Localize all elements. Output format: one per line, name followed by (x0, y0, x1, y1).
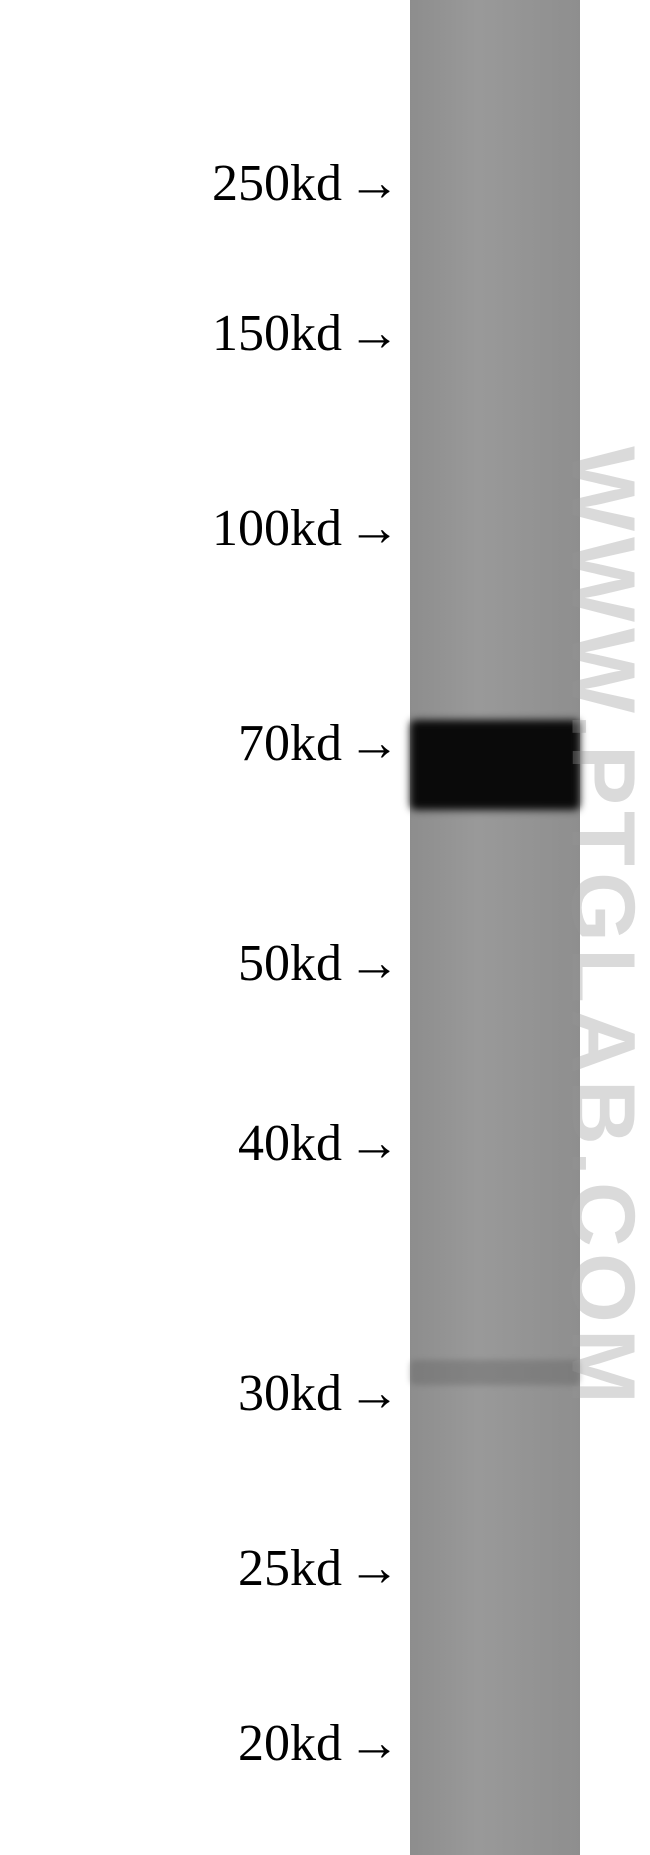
protein-band-faint (410, 1360, 580, 1385)
mw-marker: 50kd→ (238, 934, 400, 993)
arrow-right-icon: → (348, 1118, 400, 1170)
mw-marker: 250kd→ (212, 154, 400, 213)
mw-marker: 100kd→ (212, 499, 400, 558)
mw-marker: 25kd→ (238, 1539, 400, 1598)
blot-lane (410, 0, 580, 1855)
mw-marker-label: 25kd (238, 1539, 342, 1598)
mw-marker: 40kd→ (238, 1114, 400, 1173)
mw-marker-label: 70kd (238, 714, 342, 773)
western-blot-figure: 250kd→150kd→100kd→70kd→50kd→40kd→30kd→25… (0, 0, 650, 1855)
mw-marker: 150kd→ (212, 304, 400, 363)
mw-marker: 70kd→ (238, 714, 400, 773)
arrow-right-icon: → (348, 503, 400, 555)
arrow-right-icon: → (348, 718, 400, 770)
mw-marker-label: 30kd (238, 1364, 342, 1423)
mw-marker-label: 250kd (212, 154, 342, 213)
arrow-right-icon: → (348, 158, 400, 210)
mw-marker-label: 150kd (212, 304, 342, 363)
mw-marker-label: 100kd (212, 499, 342, 558)
protein-band (410, 720, 580, 810)
arrow-right-icon: → (348, 1718, 400, 1770)
mw-marker: 20kd→ (238, 1714, 400, 1773)
mw-marker: 30kd→ (238, 1364, 400, 1423)
mw-marker-label: 40kd (238, 1114, 342, 1173)
arrow-right-icon: → (348, 938, 400, 990)
mw-marker-label: 20kd (238, 1714, 342, 1773)
arrow-right-icon: → (348, 1543, 400, 1595)
arrow-right-icon: → (348, 308, 400, 360)
mw-marker-label: 50kd (238, 934, 342, 993)
arrow-right-icon: → (348, 1368, 400, 1420)
